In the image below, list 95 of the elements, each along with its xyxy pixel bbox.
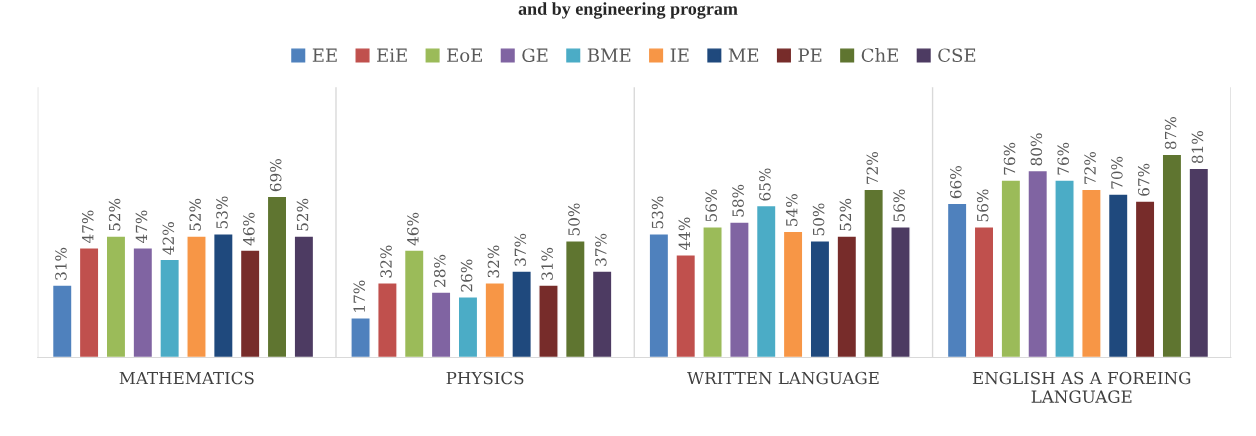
data-label: 69% (269, 159, 282, 192)
data-label: 46% (243, 212, 255, 246)
bar (78, 247, 100, 358)
data-label: 76% (1057, 142, 1069, 175)
bar (973, 225, 995, 358)
data-label: 52% (189, 198, 201, 231)
bar (186, 235, 207, 358)
data-label: 37% (595, 233, 607, 266)
data-label: 42% (162, 222, 175, 255)
bar (729, 221, 750, 358)
bar (51, 284, 73, 358)
data-label: 56% (893, 189, 905, 222)
bar (1161, 153, 1183, 358)
x-tick-label: ENGLISH AS A FOREING LANGUAGE (972, 371, 1191, 403)
data-label: 47% (135, 210, 148, 244)
bar (266, 195, 288, 358)
data-label: 26% (460, 259, 473, 292)
data-label: 37% (514, 233, 527, 266)
data-label: 72% (1084, 152, 1096, 184)
bar (1000, 179, 1022, 358)
bar (239, 249, 261, 358)
bar (457, 296, 479, 358)
bar (377, 282, 398, 358)
data-label: 76% (1003, 142, 1016, 175)
bar (809, 240, 831, 358)
bar (863, 188, 884, 358)
data-label: 67% (1137, 163, 1150, 196)
bar (782, 230, 804, 358)
data-label: 56% (705, 189, 717, 222)
data-label: 80% (1030, 133, 1043, 166)
data-label: 31% (541, 247, 553, 280)
bar (430, 291, 452, 358)
data-label: 31% (55, 247, 67, 280)
data-label: 87% (1164, 116, 1177, 150)
bar (591, 270, 613, 358)
data-label: 32% (487, 245, 500, 278)
legend-label: GE (522, 48, 548, 63)
bar (702, 225, 723, 358)
data-label: 58% (732, 184, 744, 217)
data-label: 28% (433, 254, 446, 287)
data-label: 50% (812, 203, 825, 236)
legend-label: EE (312, 48, 337, 62)
data-label: 66% (950, 166, 962, 199)
bar (105, 235, 127, 358)
legend-label: CSE (938, 48, 976, 63)
bar (1107, 193, 1129, 358)
x-tick-label: MATHEMATICS (119, 371, 254, 385)
data-label: 65% (759, 168, 771, 201)
bar (564, 240, 586, 358)
data-label: 72% (866, 152, 879, 184)
data-label: 32% (380, 245, 392, 278)
bar (890, 225, 911, 358)
data-label: 53% (651, 196, 664, 229)
bar (1054, 179, 1075, 358)
legend-label: ME (728, 48, 759, 62)
legend-label: ChE (861, 48, 898, 63)
data-label: 54% (785, 194, 798, 226)
bar (836, 235, 858, 358)
legend-label: EiE (377, 48, 407, 62)
data-label: 53% (216, 196, 228, 229)
bar (212, 233, 234, 358)
data-label: 46% (407, 212, 419, 246)
legend-label: BME (587, 48, 631, 62)
data-label: 52% (108, 198, 121, 231)
data-label: 52% (296, 198, 309, 231)
legend-label: PE (798, 48, 822, 62)
bar (755, 204, 777, 358)
bar (511, 270, 533, 358)
data-label: 50% (568, 203, 580, 236)
data-label: 17% (353, 280, 365, 312)
bar (293, 235, 315, 358)
data-label: 56% (976, 189, 989, 222)
bar (1188, 167, 1210, 358)
bar (484, 282, 506, 358)
data-label: 81% (1191, 131, 1204, 164)
data-label: 44% (678, 217, 691, 251)
legend-label: EoE (447, 48, 482, 63)
legend-label: IE (670, 48, 689, 62)
bar (538, 284, 559, 358)
x-tick-label: WRITTEN LANGUAGE (687, 371, 879, 385)
bar (350, 317, 371, 358)
bar (132, 247, 154, 358)
bar (403, 249, 425, 358)
bar (675, 254, 697, 358)
bar (1027, 169, 1049, 358)
bar (1134, 200, 1156, 358)
data-label: 47% (81, 210, 94, 244)
bar (946, 202, 968, 358)
data-label: 70% (1111, 156, 1123, 189)
bar (159, 258, 181, 358)
bar (1081, 188, 1102, 358)
chart-title: and by engineering program (518, 2, 738, 19)
data-label: 52% (839, 198, 852, 231)
x-tick-label: PHYSICS (446, 371, 524, 385)
bar (648, 233, 670, 358)
